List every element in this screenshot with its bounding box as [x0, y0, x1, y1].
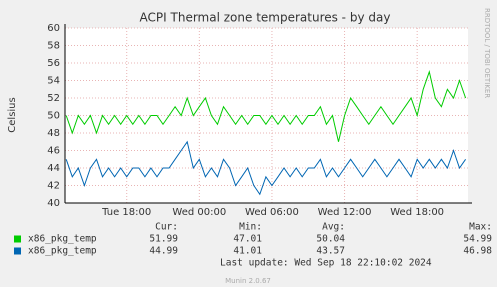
x-tick-label: Wed 12:00 — [318, 207, 372, 218]
stats-value: 46.98 — [463, 246, 492, 257]
y-tick-label: 48 — [47, 128, 60, 139]
last-update: Last update: Wed Sep 18 22:10:02 2024 — [220, 258, 432, 269]
side-note: RRDTOOL / TOBI OETIKER — [483, 8, 491, 98]
stats-value: 50.04 — [316, 234, 345, 245]
stats-value: 43.57 — [316, 246, 345, 257]
stats-value: 41.01 — [233, 246, 262, 257]
y-tick-label: 40 — [47, 198, 60, 209]
x-tick-label: Wed 06:00 — [245, 207, 299, 218]
y-tick-label: 42 — [47, 181, 60, 192]
y-tick-label: 46 — [47, 146, 60, 157]
legend-swatch — [14, 235, 21, 243]
series-line — [65, 69, 467, 142]
x-tick-label: Tue 18:00 — [101, 207, 151, 218]
y-tick-label: 60 — [47, 23, 60, 34]
stats-value: 51.99 — [149, 234, 178, 245]
series-line — [65, 140, 467, 196]
stats-header: Cur: — [155, 222, 178, 233]
y-tick-label: 58 — [47, 41, 60, 52]
chart-title: ACPI Thermal zone temperatures - by day — [140, 11, 391, 25]
stats-header: Min: — [239, 222, 262, 233]
legend-swatch — [14, 247, 21, 255]
legend-label: x86_pkg_temp — [28, 234, 97, 245]
y-tick-label: 44 — [47, 163, 60, 174]
x-tick-label: Wed 00:00 — [172, 207, 226, 218]
stats-value: 44.99 — [149, 246, 178, 257]
y-axis-label: Celsius — [7, 97, 18, 132]
footer: Munin 2.0.67 — [225, 277, 271, 285]
stats-header: Avg: — [322, 222, 345, 233]
stats-value: 54.99 — [463, 234, 492, 245]
x-tick-label: Wed 18:00 — [390, 207, 444, 218]
y-tick-label: 52 — [47, 93, 60, 104]
stats-header: Max: — [469, 222, 492, 233]
legend-label: x86_pkg_temp — [28, 246, 97, 257]
stats-value: 47.01 — [233, 234, 262, 245]
y-tick-label: 50 — [47, 111, 60, 122]
y-tick-label: 54 — [47, 76, 60, 87]
y-tick-label: 56 — [47, 58, 60, 69]
